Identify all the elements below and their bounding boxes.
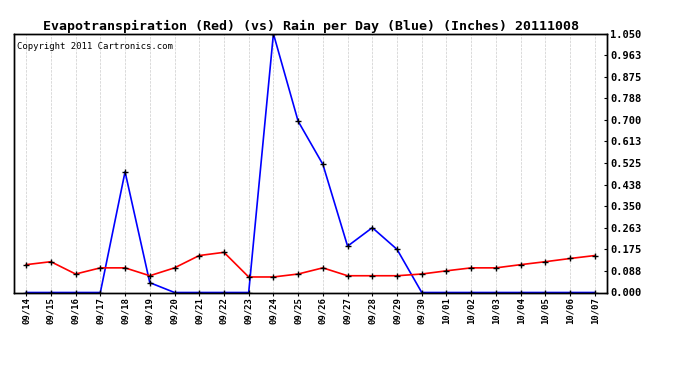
Title: Evapotranspiration (Red) (vs) Rain per Day (Blue) (Inches) 20111008: Evapotranspiration (Red) (vs) Rain per D… <box>43 20 578 33</box>
Text: Copyright 2011 Cartronics.com: Copyright 2011 Cartronics.com <box>17 42 172 51</box>
